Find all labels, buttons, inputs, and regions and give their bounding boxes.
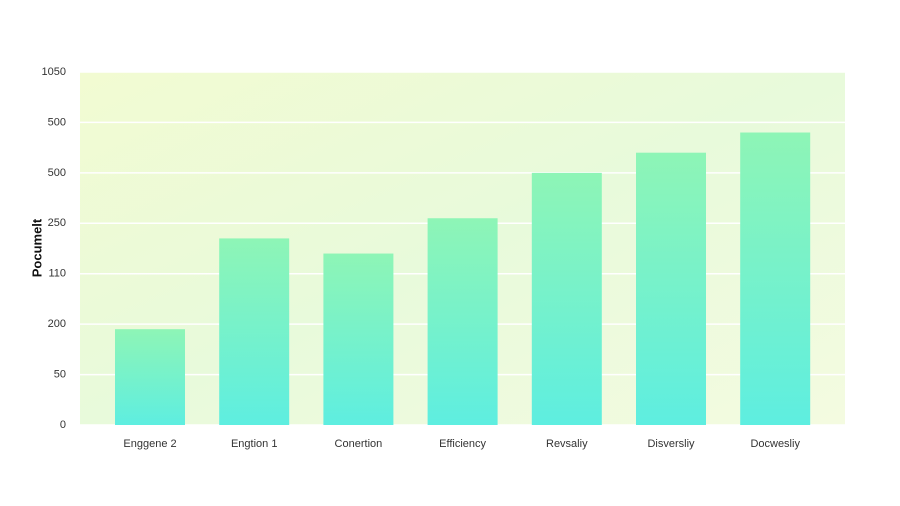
- y-tick-label: 250: [48, 217, 66, 229]
- bar: [219, 238, 290, 425]
- bar: [427, 218, 498, 425]
- x-tick-label: Conertion: [335, 438, 383, 450]
- bar: [740, 132, 811, 425]
- x-tick-label: Engtion 1: [231, 438, 277, 450]
- y-tick-label: 110: [48, 268, 66, 280]
- x-tick-label: Disversliy: [647, 438, 695, 450]
- bar: [636, 152, 706, 425]
- x-tick-label: Enggene 2: [123, 438, 176, 450]
- y-tick-label: 0: [60, 419, 66, 431]
- y-axis-label: Pocumelt: [29, 218, 44, 277]
- x-tick-label: Efficiency: [439, 438, 486, 450]
- bar: [115, 329, 185, 425]
- x-tick-label: Docwesliy: [750, 438, 800, 450]
- y-tick-label: 500: [48, 167, 66, 179]
- y-tick-label: 200: [48, 318, 66, 330]
- bar: [531, 172, 602, 425]
- y-tick-label: 50: [54, 368, 66, 380]
- y-tick-label: 1050: [42, 66, 66, 78]
- x-tick-label: Revsaliy: [546, 438, 588, 450]
- bar: [323, 253, 394, 425]
- y-tick-label: 500: [48, 116, 66, 128]
